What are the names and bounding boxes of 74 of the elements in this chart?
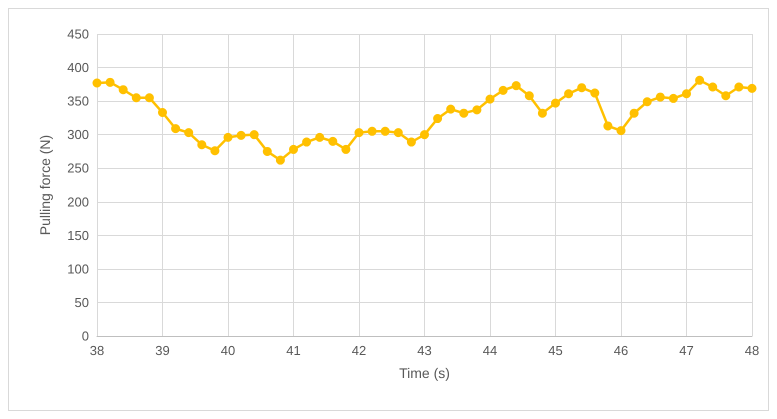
point	[276, 156, 285, 165]
point	[564, 89, 574, 98]
point	[224, 132, 232, 142]
point	[668, 94, 678, 103]
point	[210, 146, 220, 156]
y-tick-label: 250	[67, 160, 89, 176]
point	[420, 130, 429, 140]
x-tick-label: 43	[417, 343, 432, 358]
point	[524, 91, 534, 100]
point	[708, 82, 718, 92]
point	[616, 126, 626, 136]
point	[406, 138, 416, 147]
point	[328, 136, 338, 146]
point	[315, 132, 324, 142]
point	[118, 85, 128, 94]
y-tick-label: 100	[67, 261, 89, 276]
y-tick-label: 200	[67, 194, 89, 210]
point	[498, 86, 508, 95]
point	[171, 124, 180, 134]
point	[341, 144, 350, 154]
y-axis-title: Pulling force (N)	[37, 134, 53, 236]
point	[682, 89, 691, 98]
y-tick-label: 350	[67, 94, 89, 109]
point	[144, 93, 154, 102]
point	[132, 93, 141, 102]
x-tick-label: 39	[155, 343, 170, 358]
point	[184, 128, 194, 138]
x-tick-label: 48	[744, 343, 760, 358]
point	[289, 144, 298, 154]
point	[236, 130, 246, 140]
point	[656, 92, 665, 102]
point	[603, 121, 612, 130]
y-tick-label: 150	[67, 228, 89, 243]
x-axis-title: Time (s)	[399, 365, 450, 381]
point	[472, 105, 482, 114]
x-tick-label: 46	[614, 343, 628, 358]
x-tick-label: 38	[90, 343, 104, 358]
y-tick-label: 450	[67, 26, 89, 42]
y-tick-label: 400	[67, 60, 89, 76]
point	[748, 84, 756, 93]
point	[734, 82, 744, 92]
point	[380, 126, 390, 136]
y-tick-label: 50	[74, 294, 89, 310]
point	[92, 78, 102, 88]
x-tick-label: 44	[482, 343, 498, 358]
point	[695, 76, 704, 85]
point	[630, 108, 639, 118]
x-tick-label: 45	[548, 343, 563, 358]
point	[551, 98, 560, 108]
x-tick-label: 41	[286, 343, 301, 358]
point	[590, 88, 600, 98]
point	[721, 91, 730, 100]
y-tick-label: 300	[67, 127, 89, 142]
point	[394, 128, 403, 138]
point	[459, 108, 468, 118]
point	[158, 108, 167, 118]
point	[433, 114, 442, 124]
point	[106, 78, 115, 87]
point	[486, 94, 494, 104]
x-tick-label: 42	[352, 343, 366, 358]
point	[577, 83, 586, 92]
point	[354, 128, 364, 138]
x-tick-label: 40	[220, 343, 236, 358]
point	[368, 126, 377, 136]
point	[446, 104, 456, 114]
y-tick-label: 0	[82, 328, 89, 344]
point	[512, 81, 521, 90]
point	[642, 97, 652, 106]
x-tick-label: 47	[679, 343, 694, 358]
point	[197, 140, 206, 150]
point	[302, 138, 312, 147]
point	[262, 146, 272, 156]
point	[250, 130, 259, 140]
point	[538, 108, 547, 118]
